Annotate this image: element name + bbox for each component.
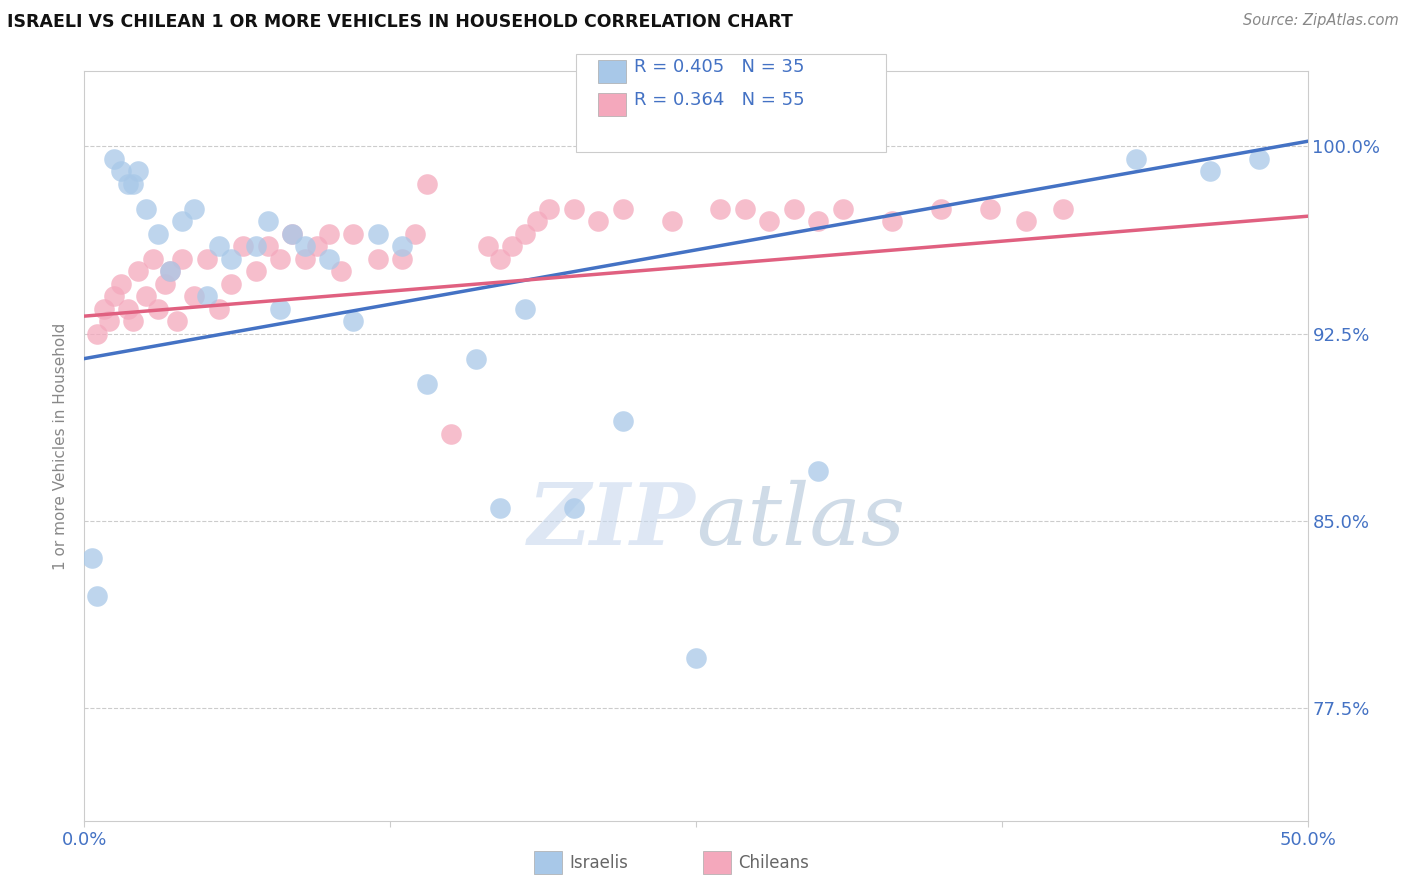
Point: [1015, 214, 1038, 228]
Point: [110, 164, 132, 178]
Point: [464, 351, 486, 366]
Point: [367, 252, 389, 266]
Point: [538, 202, 561, 216]
Point: [929, 202, 952, 216]
Point: [219, 252, 242, 266]
Point: [513, 227, 536, 241]
Text: atlas: atlas: [696, 480, 905, 562]
Point: [269, 252, 291, 266]
Point: [103, 152, 125, 166]
Point: [146, 227, 169, 241]
Point: [245, 264, 267, 278]
Point: [489, 252, 512, 266]
Point: [153, 277, 176, 291]
Text: Source: ZipAtlas.com: Source: ZipAtlas.com: [1243, 13, 1399, 29]
Point: [122, 177, 145, 191]
Point: [80, 551, 103, 566]
Point: [172, 252, 194, 266]
Text: R = 0.405   N = 35: R = 0.405 N = 35: [634, 58, 804, 76]
Point: [117, 177, 139, 191]
Point: [294, 239, 316, 253]
Point: [257, 214, 280, 228]
Point: [117, 301, 139, 316]
Point: [758, 214, 780, 228]
Point: [166, 314, 188, 328]
Point: [135, 202, 157, 216]
Point: [880, 214, 903, 228]
Text: ZIP: ZIP: [529, 479, 696, 563]
Point: [135, 289, 157, 303]
Point: [807, 214, 830, 228]
Point: [172, 214, 194, 228]
Point: [489, 501, 512, 516]
Point: [1125, 152, 1147, 166]
Point: [342, 314, 364, 328]
Point: [142, 252, 165, 266]
Point: [159, 264, 181, 278]
Point: [661, 214, 683, 228]
Point: [526, 214, 548, 228]
Point: [416, 177, 439, 191]
Point: [586, 214, 609, 228]
Point: [183, 289, 205, 303]
Point: [477, 239, 499, 253]
Point: [612, 414, 634, 428]
Point: [219, 277, 242, 291]
Point: [1198, 164, 1220, 178]
Point: [391, 252, 413, 266]
Point: [305, 239, 328, 253]
Text: R = 0.364   N = 55: R = 0.364 N = 55: [634, 91, 804, 109]
Text: Israelis: Israelis: [569, 854, 628, 871]
Point: [612, 202, 634, 216]
Point: [257, 239, 280, 253]
Point: [183, 202, 205, 216]
Point: [342, 227, 364, 241]
Y-axis label: 1 or more Vehicles in Household: 1 or more Vehicles in Household: [53, 322, 69, 570]
Point: [367, 227, 389, 241]
Point: [146, 301, 169, 316]
Point: [294, 252, 316, 266]
Point: [122, 314, 145, 328]
Point: [416, 376, 439, 391]
Point: [318, 227, 340, 241]
Point: [709, 202, 731, 216]
Point: [440, 426, 463, 441]
Text: ISRAELI VS CHILEAN 1 OR MORE VEHICLES IN HOUSEHOLD CORRELATION CHART: ISRAELI VS CHILEAN 1 OR MORE VEHICLES IN…: [7, 13, 793, 31]
Point: [195, 289, 218, 303]
Point: [685, 651, 707, 665]
Point: [1247, 152, 1270, 166]
Point: [208, 239, 231, 253]
Point: [391, 239, 413, 253]
Point: [195, 252, 218, 266]
Point: [1052, 202, 1074, 216]
Text: Chileans: Chileans: [738, 854, 808, 871]
Point: [127, 264, 149, 278]
Point: [245, 239, 267, 253]
Point: [513, 301, 536, 316]
Point: [232, 239, 254, 253]
Point: [269, 301, 291, 316]
Point: [979, 202, 1001, 216]
Point: [783, 202, 806, 216]
Point: [330, 264, 353, 278]
Point: [97, 314, 120, 328]
Point: [562, 501, 585, 516]
Point: [159, 264, 181, 278]
Point: [807, 464, 830, 478]
Point: [734, 202, 756, 216]
Point: [86, 326, 108, 341]
Point: [831, 202, 853, 216]
Point: [127, 164, 149, 178]
Point: [281, 227, 304, 241]
Point: [103, 289, 125, 303]
Point: [93, 301, 115, 316]
Point: [208, 301, 231, 316]
Point: [86, 589, 108, 603]
Point: [318, 252, 340, 266]
Point: [502, 239, 524, 253]
Point: [562, 202, 585, 216]
Point: [110, 277, 132, 291]
Point: [404, 227, 426, 241]
Point: [281, 227, 304, 241]
